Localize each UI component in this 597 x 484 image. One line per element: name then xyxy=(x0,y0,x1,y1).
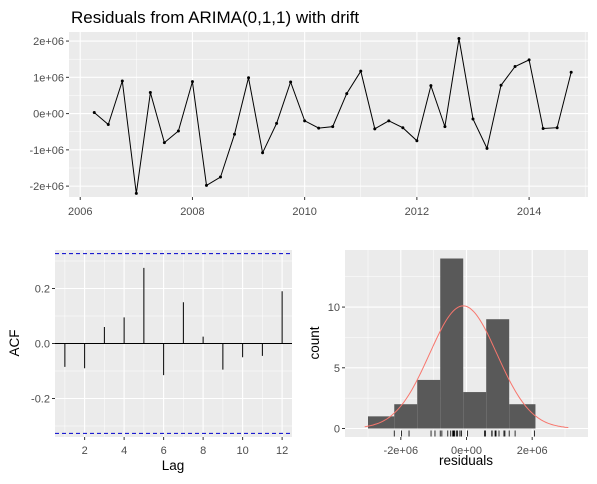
residual-point xyxy=(317,126,321,130)
residuals-x-tick-label: 2014 xyxy=(517,206,541,218)
histogram-y-tick-label: 5 xyxy=(334,363,340,375)
histogram-x-tick-label: 2e+06 xyxy=(517,445,548,457)
residual-point xyxy=(204,183,208,187)
histogram-bar xyxy=(486,319,510,429)
residual-point xyxy=(148,91,152,95)
histogram-bar xyxy=(394,404,418,429)
residual-point xyxy=(176,129,180,133)
residual-point xyxy=(289,80,293,84)
histogram-x-tick-label: -2e+06 xyxy=(384,445,419,457)
residual-point xyxy=(457,37,461,41)
residual-point xyxy=(443,125,447,129)
residuals-x-tick-label: 2010 xyxy=(292,206,316,218)
acf-x-tick-label: 6 xyxy=(161,445,167,457)
normal-density-curve xyxy=(364,305,569,428)
histogram-bar xyxy=(463,392,487,429)
residual-point xyxy=(359,69,363,73)
residual-point xyxy=(415,139,419,143)
histogram-bar xyxy=(417,379,441,429)
residual-point xyxy=(92,111,96,115)
residual-point xyxy=(331,125,335,129)
acf-x-tick-label: 4 xyxy=(121,445,127,457)
residual-point xyxy=(541,126,545,130)
histogram-bar xyxy=(440,258,464,429)
residual-point xyxy=(120,79,124,83)
residual-point xyxy=(303,119,307,123)
residuals-y-tick-label: -2e+06 xyxy=(29,181,64,193)
residual-point xyxy=(134,191,138,195)
histogram-x-tick-label: 0e+00 xyxy=(451,445,482,457)
residuals-x-tick-label: 2008 xyxy=(180,206,204,218)
histogram-x-axis-label: residuals xyxy=(439,453,493,468)
residual-point xyxy=(471,117,475,121)
residual-point xyxy=(401,126,405,130)
residual-point xyxy=(569,70,573,74)
residuals-histogram: 0 5 10 -2e+06 0e+00 2e+06 xyxy=(328,250,588,457)
residual-point xyxy=(373,127,377,131)
residual-point xyxy=(218,175,222,179)
residuals-y-tick-label: 0e+00 xyxy=(33,109,64,121)
acf-x-tick-label: 12 xyxy=(276,445,288,457)
residual-point xyxy=(275,121,279,125)
residuals-y-tick-label: 2e+06 xyxy=(33,36,64,48)
acf-x-axis-label: Lag xyxy=(162,458,185,473)
residual-point xyxy=(499,83,503,87)
residual-point xyxy=(190,80,194,84)
residual-point xyxy=(387,119,391,123)
residual-point xyxy=(429,84,433,88)
acf-y-tick-label: -0.2 xyxy=(31,394,50,406)
residual-point xyxy=(233,132,237,136)
acf-y-axis-label: ACF xyxy=(7,330,22,357)
histogram-y-axis-label: count xyxy=(307,326,322,359)
chart-title: Residuals from ARIMA(0,1,1) with drift xyxy=(71,8,359,27)
histogram-y-tick-label: 0 xyxy=(334,424,340,436)
residuals-x-tick-label: 2006 xyxy=(68,206,92,218)
histogram-bar xyxy=(509,404,536,429)
acf-y-tick-label: 0.2 xyxy=(35,284,50,296)
residual-point xyxy=(513,64,517,68)
residual-point xyxy=(261,151,265,155)
histogram-y-tick-label: 10 xyxy=(328,302,340,314)
acf-x-tick-label: 2 xyxy=(82,445,88,457)
residual-point xyxy=(485,146,489,150)
residuals-x-tick-label: 2012 xyxy=(405,206,429,218)
residuals-y-tick-label: 1e+06 xyxy=(33,72,64,84)
residuals-y-tick-label: -1e+06 xyxy=(29,145,64,157)
residual-point xyxy=(345,92,349,96)
acf-x-tick-label: 10 xyxy=(237,445,249,457)
residuals-time-plot: -2e+06 -1e+06 0e+00 1e+06 2e+06 2006 2008 2010 2… xyxy=(29,32,588,218)
residual-point xyxy=(162,141,166,145)
acf-x-tick-label: 8 xyxy=(200,445,206,457)
residuals-panel-background xyxy=(69,32,588,197)
residual-point xyxy=(527,58,531,62)
residual-point xyxy=(555,126,559,130)
acf-y-tick-label: 0.0 xyxy=(35,339,50,351)
acf-plot: -0.2 0.0 0.2 2 4 6 8 10 12 xyxy=(31,250,292,457)
residual-point xyxy=(247,76,251,80)
residual-point xyxy=(106,122,110,126)
